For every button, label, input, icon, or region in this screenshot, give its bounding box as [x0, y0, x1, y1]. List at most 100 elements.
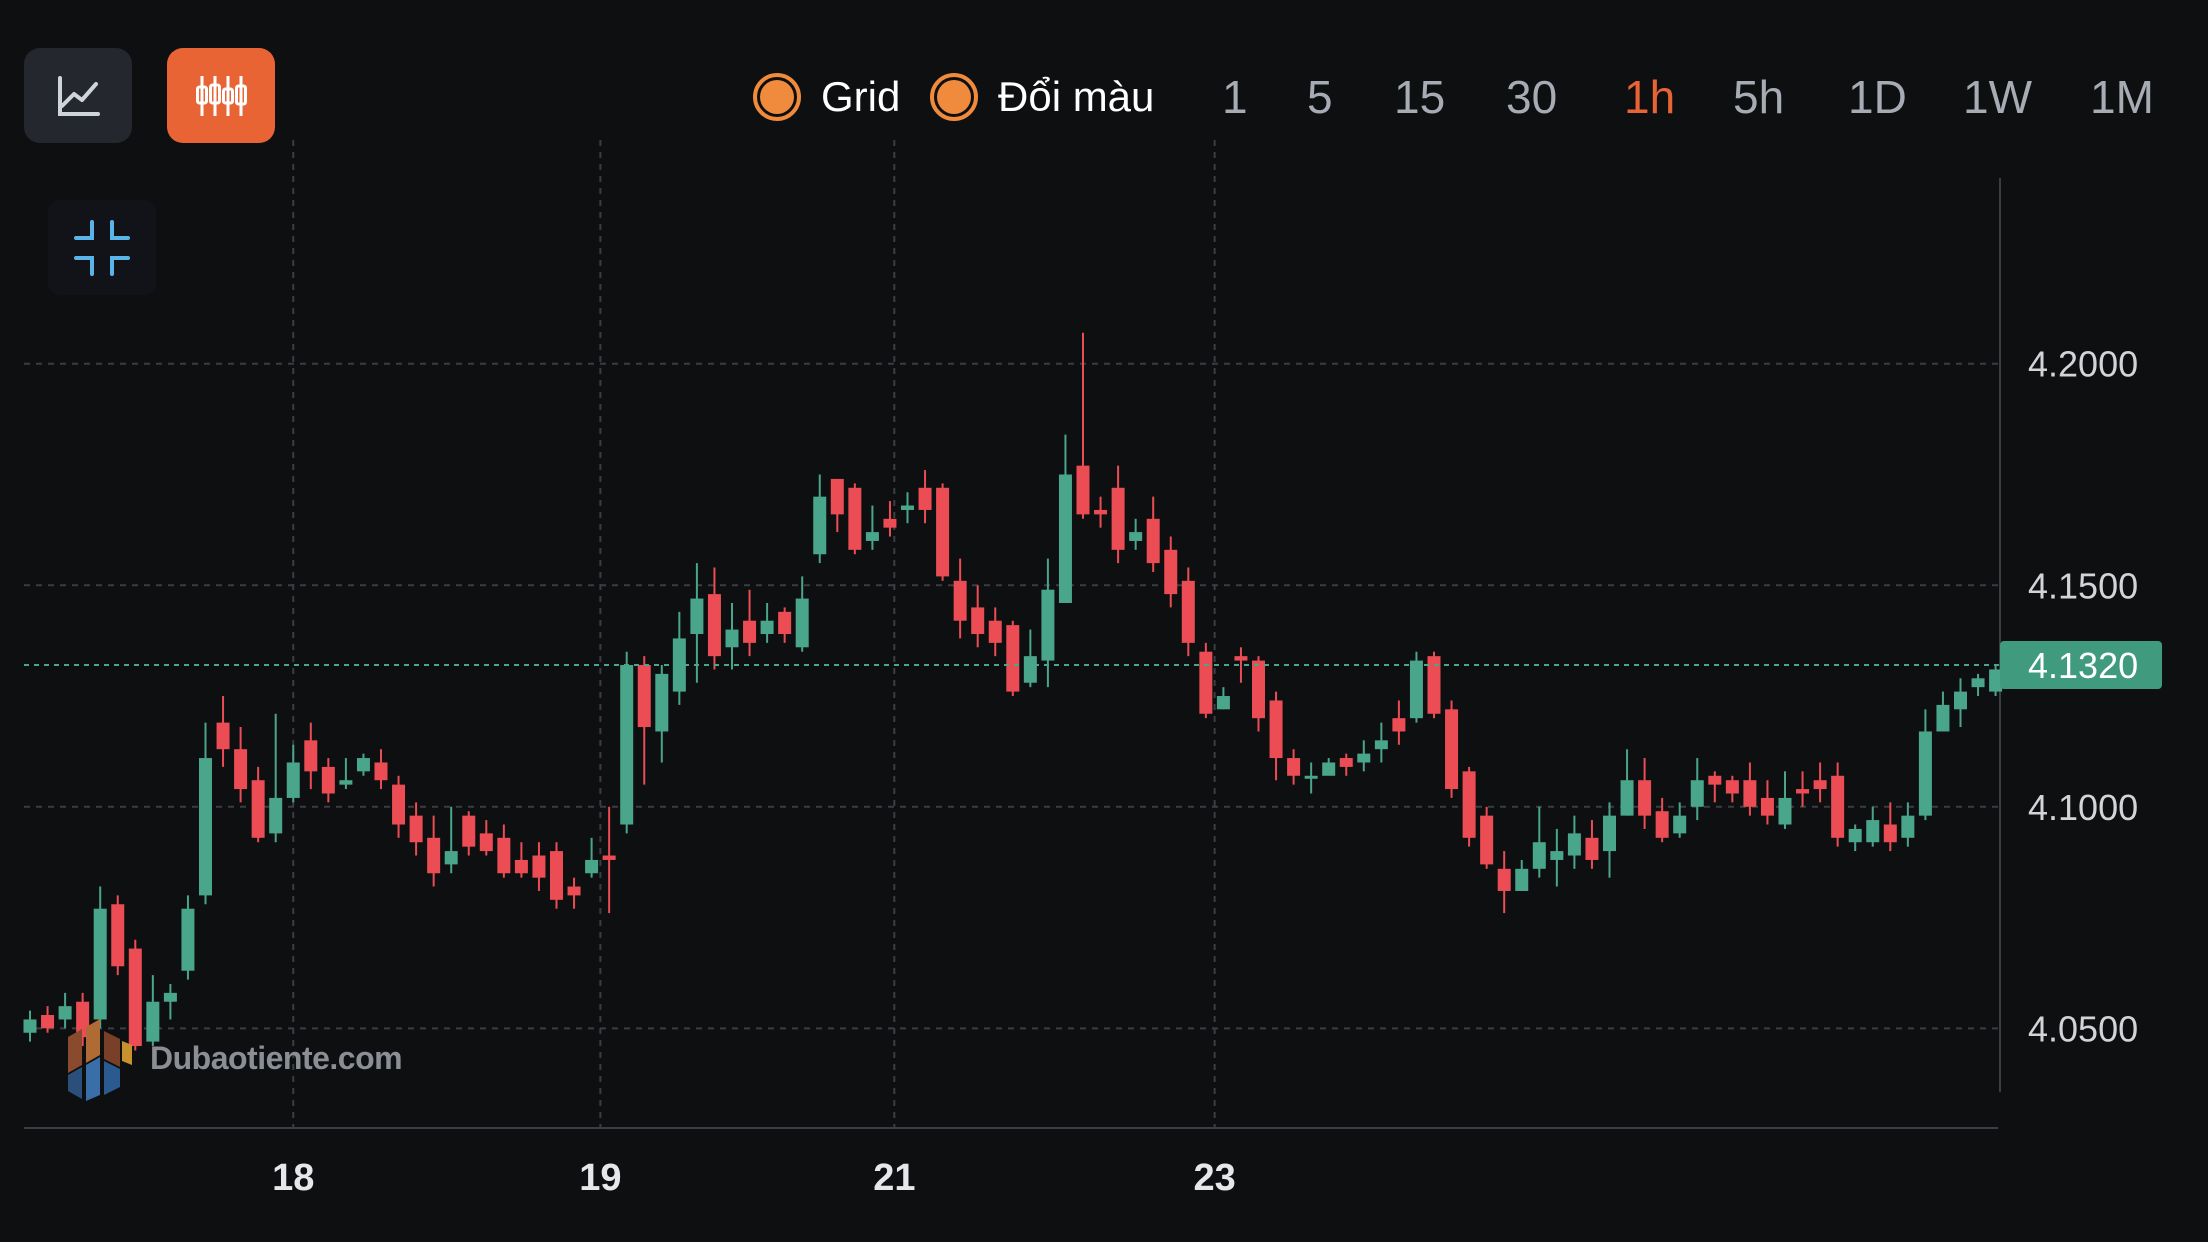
candle-body [778, 611, 792, 634]
chart-grid [24, 140, 2001, 1129]
collapse-icon [74, 219, 130, 276]
candle-up [620, 651, 634, 834]
timeframe-1d[interactable]: 1D [1848, 71, 1907, 123]
candle-down [1269, 691, 1283, 781]
candlestick-icon [196, 75, 247, 116]
timeframe-1[interactable]: 1 [1222, 71, 1248, 123]
candle-up [1971, 673, 1985, 697]
candle-body [1971, 678, 1985, 688]
candle-up [286, 744, 300, 803]
candle-up [672, 611, 686, 705]
candle-body [1497, 868, 1511, 891]
candle-down [1760, 780, 1774, 825]
candle-body [1427, 656, 1441, 714]
candle-body [41, 1015, 55, 1029]
y-tick-label: 4.0500 [2028, 1008, 2138, 1049]
candle-body [76, 1001, 90, 1038]
candle-body [1146, 518, 1160, 564]
candle-body [374, 762, 388, 781]
candlestick-button[interactable] [167, 48, 275, 143]
candle-body [497, 837, 511, 874]
change-color-toggle[interactable]: Đổi màu [930, 62, 1154, 132]
candle-body [216, 722, 230, 750]
candle-up [901, 492, 914, 524]
candle-down [1638, 758, 1652, 829]
timeframe-1h[interactable]: 1h [1624, 71, 1676, 123]
candle-body [444, 851, 458, 865]
candle-body [1989, 669, 2003, 692]
candle-body [620, 665, 634, 825]
candle-body [672, 638, 686, 692]
candle-body [1760, 797, 1774, 816]
grid-toggle[interactable]: Grid [753, 62, 900, 132]
change-color-radio-icon [930, 73, 978, 121]
collapse-button[interactable] [48, 200, 156, 295]
candle-down [1427, 651, 1441, 719]
candle-up [1690, 758, 1704, 821]
candle-down [1006, 620, 1020, 697]
candle-body [988, 620, 1002, 643]
candle-body [58, 1006, 72, 1020]
candle-body [269, 797, 283, 834]
candle-up [1567, 815, 1581, 869]
candle-body [1532, 842, 1546, 869]
candle-body [163, 992, 177, 1002]
time-axis: 18 19 21 23 [272, 1157, 1236, 1199]
y-tick-label: 4.2000 [2028, 344, 2138, 385]
candle-body [1585, 837, 1599, 860]
candle-up [585, 837, 599, 878]
candle-down [1234, 647, 1248, 683]
candle-body [953, 580, 967, 621]
candle-down [953, 558, 967, 639]
candle-down [1743, 762, 1757, 816]
candle-up [1936, 691, 1950, 732]
candle-up [1304, 762, 1318, 794]
timeframe-1m[interactable]: 1M [2090, 71, 2154, 123]
candle-up [1409, 651, 1423, 723]
candle-up [269, 713, 283, 843]
last-price-label: 4.1320 [2028, 645, 2138, 686]
candle-body [1813, 780, 1827, 790]
candle-body [550, 851, 563, 900]
candle-up [1778, 771, 1792, 829]
candle-body [1409, 660, 1423, 719]
candle-body [1111, 487, 1125, 550]
candle-down [1480, 806, 1494, 869]
candle-body [1936, 704, 1950, 732]
candle-down [1655, 797, 1669, 843]
candle-down [971, 585, 985, 648]
line-chart-button[interactable] [24, 48, 132, 143]
candle-up [339, 758, 353, 790]
candle-body [1796, 789, 1810, 794]
candle-body [23, 1019, 37, 1033]
y-tick-label: 4.1500 [2028, 565, 2138, 606]
candle-down [1199, 642, 1213, 719]
timeframe-5h[interactable]: 5h [1733, 71, 1785, 123]
candle-body [1304, 775, 1318, 779]
candle-body [181, 908, 195, 971]
candle-down [550, 842, 563, 909]
candle-body [1831, 775, 1845, 838]
candle-down [76, 992, 90, 1047]
candle-down [1462, 766, 1476, 847]
change-color-label: Đổi màu [998, 73, 1155, 120]
timeframe-30[interactable]: 30 [1506, 71, 1558, 123]
candle-up [1918, 709, 1932, 821]
grid-label: Grid [821, 73, 901, 120]
candle-body [1954, 691, 1967, 710]
candle-body [1673, 815, 1687, 834]
candle-body [830, 478, 844, 515]
candle-body [936, 487, 950, 577]
candle-down [128, 939, 142, 1051]
candle-body [1638, 780, 1652, 816]
timeframe-5[interactable]: 5 [1307, 71, 1333, 123]
candle-down [532, 842, 546, 891]
candle-body [1041, 589, 1055, 661]
candle-down [1392, 700, 1406, 745]
candle-body [655, 673, 669, 732]
candle-down [1796, 771, 1810, 807]
timeframe-1w[interactable]: 1W [1963, 71, 2032, 123]
timeframe-15[interactable]: 15 [1394, 71, 1446, 123]
watermark-text: Dubaotiente.com [150, 1039, 403, 1076]
